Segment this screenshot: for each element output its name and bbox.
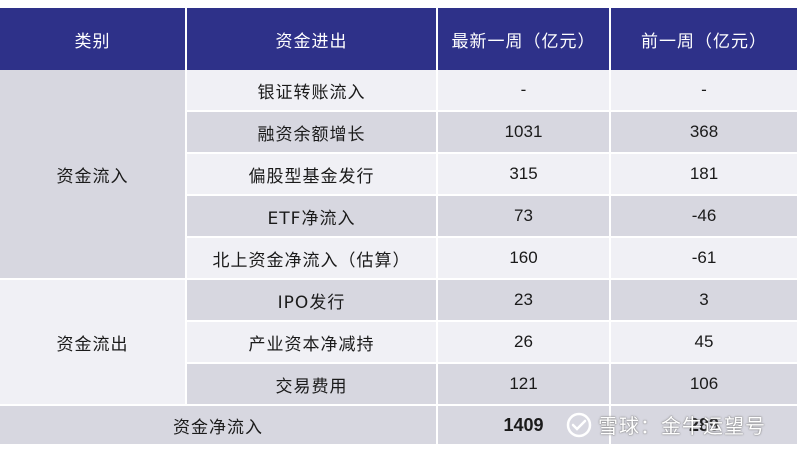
total-latest: 1409 (437, 405, 611, 446)
item-cell: 北上资金净流入（估算） (186, 237, 438, 280)
latest-cell: 1031 (437, 111, 611, 154)
previous-cell: 3 (610, 279, 797, 322)
fund-flow-table: 类别 资金进出 最新一周（亿元） 前一周（亿元） 资金流入 银证转账流入 - -… (0, 8, 797, 446)
previous-cell: 181 (610, 153, 797, 196)
item-cell: 融资余额增长 (186, 111, 438, 154)
item-cell: 偏股型基金发行 (186, 153, 438, 196)
watermark-text: 雪球：金牛运望号 (598, 414, 766, 438)
header-flow-item: 资金进出 (186, 8, 438, 70)
latest-cell: 121 (437, 363, 611, 406)
table-row: 融资余额增长 1031 368 (0, 111, 797, 154)
table-row: 产业资本净减持 26 45 (0, 321, 797, 364)
total-label: 资金净流入 (0, 405, 438, 446)
group-outflow: 资金流出 (0, 279, 187, 406)
table-row: 资金流入 银证转账流入 - - (0, 70, 797, 280)
header-row: 类别 资金进出 最新一周（亿元） 前一周（亿元） (0, 8, 797, 70)
table-row: 交易费用 121 106 (0, 363, 797, 406)
total-previous: 289 (610, 405, 797, 446)
latest-cell: 73 (437, 195, 611, 238)
latest-cell: 315 (437, 153, 611, 196)
snowball-logo-icon (566, 412, 592, 437)
item-cell: IPO发行 (186, 279, 438, 322)
header-previous-week: 前一周（亿元） (610, 8, 797, 70)
header-latest-week: 最新一周（亿元） (437, 8, 611, 70)
table-row: 偏股型基金发行 315 181 (0, 153, 797, 196)
latest-cell: - (437, 70, 611, 112)
previous-cell: -46 (610, 195, 797, 238)
table-row: ETF净流入 73 -46 (0, 195, 797, 238)
latest-cell: 160 (437, 237, 611, 280)
latest-cell: 23 (437, 279, 611, 322)
item-cell: 银证转账流入 (186, 70, 438, 112)
latest-cell: 26 (437, 321, 611, 364)
previous-cell: 106 (610, 363, 797, 406)
previous-cell: -61 (610, 237, 797, 280)
item-cell: 产业资本净减持 (186, 321, 438, 364)
total-row: 资金净流入 1409 289 (0, 405, 797, 446)
table-row: 资金流出 IPO发行 23 3 (0, 279, 797, 406)
watermark: 雪球：金牛运望号 (566, 410, 766, 439)
table-row: 北上资金净流入（估算） 160 -61 (0, 237, 797, 280)
previous-cell: 368 (610, 111, 797, 154)
item-cell: ETF净流入 (186, 195, 438, 238)
header-category: 类别 (0, 8, 187, 70)
previous-cell: - (610, 70, 797, 112)
group-inflow: 资金流入 (0, 70, 187, 280)
previous-cell: 45 (610, 321, 797, 364)
item-cell: 交易费用 (186, 363, 438, 406)
